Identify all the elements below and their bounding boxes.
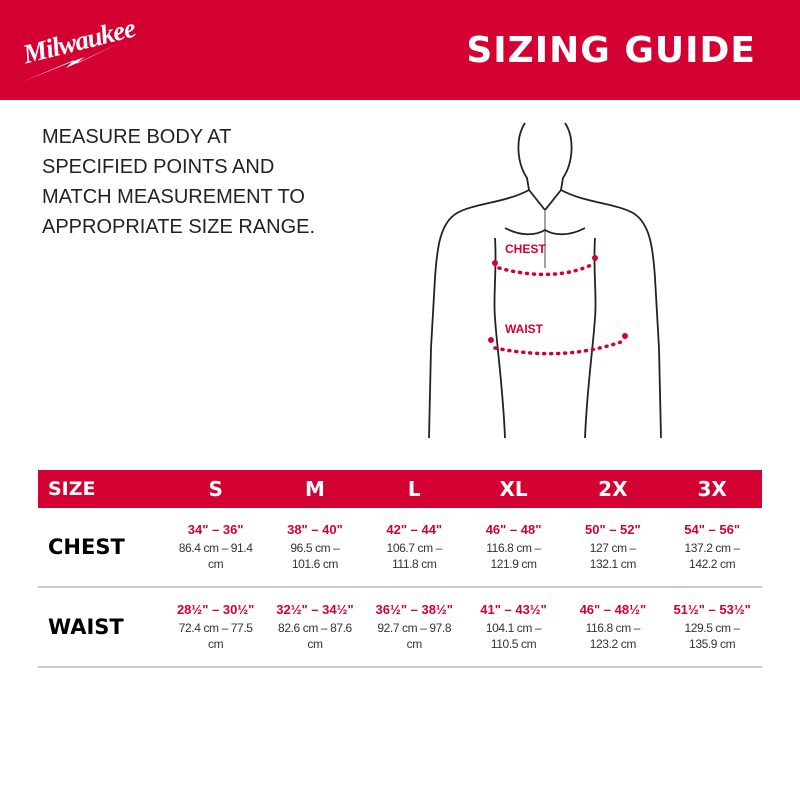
table-row-chest: CHEST 34" – 36" 86.4 cm – 91.4 cm 38" – 40"…	[38, 508, 762, 588]
inch-range: 41" – 43½"	[480, 602, 547, 617]
milwaukee-logo: Milwaukee	[14, 12, 138, 87]
size-header: SIZE	[48, 478, 96, 500]
cm-range: 116.8 cm – 121.9 cm	[486, 541, 541, 571]
table-header-row: SIZE S M L XL 2X 3X	[38, 470, 762, 508]
table-cell: 46" – 48" 116.8 cm – 121.9 cm	[464, 522, 563, 572]
row-label: WAIST	[48, 615, 124, 639]
size-table: SIZE S M L XL 2X 3X CHEST 34" – 36" 86.4 c…	[38, 470, 762, 668]
cm-range: 137.2 cm – 142.2 cm	[684, 541, 740, 571]
cm-range: 82.6 cm – 87.6 cm	[278, 621, 352, 651]
cm-range: 106.7 cm – 111.8 cm	[386, 541, 443, 571]
inch-range: 51½" – 53½"	[673, 602, 751, 617]
size-l: L	[407, 477, 421, 501]
page-title: SIZING GUIDE	[466, 30, 756, 71]
cm-range: 96.5 cm – 101.6 cm	[290, 541, 340, 571]
table-cell: 34" – 36" 86.4 cm – 91.4 cm	[166, 522, 265, 572]
inch-range: 46" – 48"	[485, 522, 542, 537]
cm-range: 104.1 cm – 110.5 cm	[485, 621, 542, 651]
cm-range: 86.4 cm – 91.4 cm	[178, 541, 253, 571]
cm-range: 72.4 cm – 77.5 cm	[178, 621, 253, 651]
inch-range: 38" – 40"	[287, 522, 343, 537]
inch-range: 50" – 52"	[584, 522, 641, 537]
cm-range: 92.7 cm – 97.8 cm	[377, 621, 452, 651]
table-cell: 42" – 44" 106.7 cm – 111.8 cm	[365, 522, 464, 572]
header-banner: Milwaukee SIZING GUIDE	[0, 0, 800, 100]
size-xl: XL	[499, 477, 528, 501]
cm-range: 129.5 cm – 135.9 cm	[684, 621, 740, 651]
cm-range: 127 cm – 132.1 cm	[589, 541, 637, 571]
table-cell: 38" – 40" 96.5 cm – 101.6 cm	[265, 522, 364, 572]
table-cell: 50" – 52" 127 cm – 132.1 cm	[563, 522, 662, 572]
inch-range: 28½" – 30½"	[176, 602, 255, 617]
size-m: M	[304, 477, 325, 501]
cm-range: 116.8 cm – 123.2 cm	[585, 621, 641, 651]
table-cell: 41" – 43½" 104.1 cm – 110.5 cm	[464, 602, 563, 652]
table-cell: 46" – 48½" 116.8 cm – 123.2 cm	[563, 602, 662, 652]
inch-range: 42" – 44"	[386, 522, 443, 537]
table-cell: 28½" – 30½" 72.4 cm – 77.5 cm	[166, 602, 265, 652]
lightning-bolt-icon	[22, 42, 122, 82]
table-cell: 54" – 56" 137.2 cm – 142.2 cm	[662, 522, 761, 572]
inch-range: 46" – 48½"	[579, 602, 647, 617]
waist-label: WAIST	[505, 322, 543, 336]
inch-range: 34" – 36"	[187, 522, 244, 537]
instructions-text: MEASURE BODY AT SPECIFIED POINTS AND MAT…	[42, 126, 316, 238]
table-row-waist: WAIST 28½" – 30½" 72.4 cm – 77.5 cm 32½" – …	[38, 588, 762, 668]
row-label: CHEST	[48, 535, 125, 559]
body-measurement-figure: CHEST WAIST	[395, 118, 665, 448]
size-2x: 2X	[598, 477, 628, 501]
inch-range: 36½" – 38½"	[375, 602, 453, 617]
size-s: S	[208, 477, 223, 501]
table-cell: 51½" – 53½" 129.5 cm – 135.9 cm	[662, 602, 761, 652]
chest-label: CHEST	[505, 242, 546, 256]
inch-range: 32½" – 34½"	[276, 602, 354, 617]
table-cell: 32½" – 34½" 82.6 cm – 87.6 cm	[265, 602, 364, 652]
inch-range: 54" – 56"	[684, 522, 740, 537]
table-cell: 36½" – 38½" 92.7 cm – 97.8 cm	[365, 602, 464, 652]
size-3x: 3X	[697, 477, 727, 501]
